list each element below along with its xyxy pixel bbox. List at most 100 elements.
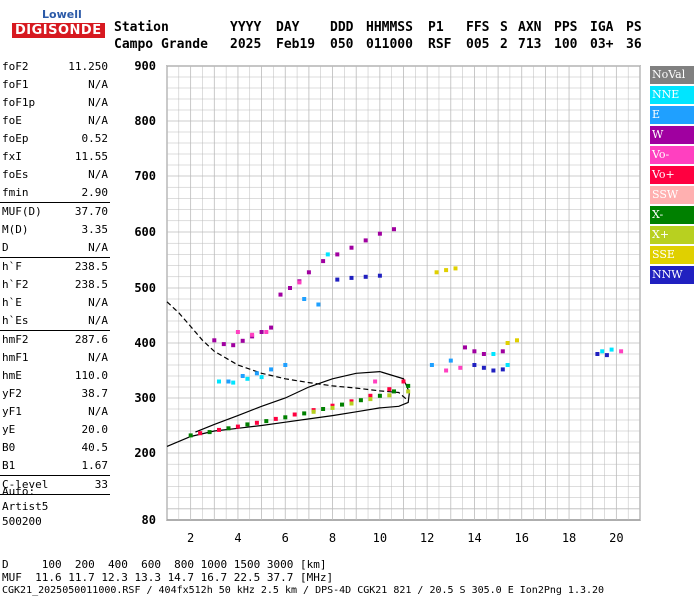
data-point bbox=[231, 380, 236, 385]
data-point bbox=[321, 407, 326, 411]
param-value: N/A bbox=[88, 114, 108, 127]
y-tick-label: 300 bbox=[134, 391, 156, 405]
data-point bbox=[463, 345, 467, 350]
data-point bbox=[434, 270, 439, 275]
data-point bbox=[198, 431, 203, 436]
param-name: hmE bbox=[2, 369, 22, 382]
param-name: h`E bbox=[2, 296, 22, 309]
data-point bbox=[377, 273, 382, 278]
legend-item: E bbox=[650, 106, 694, 124]
data-point bbox=[311, 409, 316, 414]
param-name: D bbox=[2, 241, 9, 254]
param-row: D N/A bbox=[0, 239, 110, 257]
x-tick-label: 10 bbox=[373, 531, 387, 545]
data-point bbox=[373, 379, 378, 384]
y-tick-label: 700 bbox=[134, 169, 156, 183]
header-value-1: 2025 bbox=[230, 37, 262, 52]
data-point bbox=[349, 275, 354, 280]
param-value: N/A bbox=[88, 351, 108, 364]
param-row: h`E N/A bbox=[0, 294, 110, 312]
param-name: fmin bbox=[2, 186, 29, 199]
data-point bbox=[321, 259, 326, 264]
data-point bbox=[406, 383, 411, 388]
y-tick-label: 400 bbox=[134, 336, 156, 350]
data-point bbox=[283, 415, 288, 420]
header-value-10: 03+ bbox=[590, 37, 614, 52]
param-name: C-level bbox=[2, 478, 49, 491]
param-value: N/A bbox=[88, 405, 108, 418]
chart-legend: NoVal NNE E W Vo- Vo+ SSW X- X+ SSE NNW bbox=[650, 66, 694, 286]
data-point bbox=[392, 227, 396, 232]
data-point bbox=[212, 338, 217, 343]
data-point bbox=[330, 403, 335, 408]
data-point bbox=[505, 363, 510, 367]
data-point bbox=[349, 399, 354, 404]
data-point bbox=[387, 393, 392, 398]
data-point bbox=[217, 379, 221, 384]
param-name: foF1p bbox=[2, 96, 36, 109]
data-point bbox=[505, 341, 510, 345]
param-value: 3.35 bbox=[81, 223, 109, 236]
auto-line: Auto: bbox=[2, 485, 36, 498]
data-point bbox=[481, 352, 486, 356]
data-point bbox=[335, 277, 340, 282]
legend-item: NNE bbox=[650, 86, 694, 104]
legend-item: Vo- bbox=[650, 146, 694, 164]
param-value: N/A bbox=[88, 78, 108, 91]
param-value: 33 bbox=[94, 478, 108, 491]
param-row: h`Es N/A bbox=[0, 312, 110, 330]
param-row: foEs N/A bbox=[0, 166, 110, 184]
param-name: fxI bbox=[2, 150, 22, 163]
legend-item: NoVal bbox=[650, 66, 694, 84]
data-point bbox=[500, 349, 505, 354]
data-point bbox=[377, 231, 382, 236]
param-name: B1 bbox=[2, 459, 16, 472]
param-name: M(D) bbox=[2, 223, 29, 236]
x-tick-label: 18 bbox=[562, 531, 576, 545]
header-value-7: 2 bbox=[500, 37, 508, 52]
param-name: foF1 bbox=[2, 78, 29, 91]
x-tick-label: 2 bbox=[187, 531, 194, 545]
y-tick-label: 80 bbox=[142, 513, 156, 527]
data-point bbox=[245, 422, 250, 427]
param-separator bbox=[0, 475, 110, 476]
param-name: yE bbox=[2, 423, 16, 436]
data-point bbox=[444, 368, 449, 373]
header-label-1: YYYY bbox=[230, 20, 262, 35]
x-tick-label: 16 bbox=[515, 531, 529, 545]
header-label-6: FFS bbox=[466, 20, 490, 35]
profile-curve-solid bbox=[166, 370, 411, 447]
data-point bbox=[358, 398, 363, 403]
data-point bbox=[226, 426, 231, 431]
param-name: yF2 bbox=[2, 387, 22, 400]
param-row: M(D) 3.35 bbox=[0, 221, 110, 239]
data-point bbox=[283, 363, 288, 367]
header-label-3: DDD bbox=[330, 20, 354, 35]
footer-info-row: CGK21_2025050011000.RSF / 404fx512h 50 k… bbox=[2, 585, 605, 596]
data-point bbox=[231, 343, 236, 348]
data-point bbox=[349, 245, 354, 250]
param-row: yF2 38.7 bbox=[0, 385, 110, 403]
header-value-2: Feb19 bbox=[276, 37, 316, 52]
param-row: hmF2 287.6 bbox=[0, 331, 110, 349]
x-tick-label: 8 bbox=[329, 531, 336, 545]
legend-item: SSE bbox=[650, 246, 694, 264]
header-value-5: RSF bbox=[428, 37, 452, 52]
param-name: B0 bbox=[2, 441, 16, 454]
data-point bbox=[288, 286, 292, 290]
param-value: 11.250 bbox=[68, 60, 108, 73]
data-point bbox=[458, 365, 463, 370]
data-point bbox=[264, 330, 269, 334]
data-point bbox=[259, 375, 264, 380]
logo-lowell-text: Lowell bbox=[42, 8, 82, 21]
param-row: foF1 N/A bbox=[0, 76, 110, 94]
param-value: 20.0 bbox=[81, 423, 109, 436]
header-label-10: IGA bbox=[590, 20, 614, 35]
data-point bbox=[269, 325, 274, 330]
data-point bbox=[429, 363, 434, 367]
param-value: 238.5 bbox=[74, 278, 108, 291]
param-value: N/A bbox=[88, 296, 108, 309]
param-value: 238.5 bbox=[74, 260, 108, 273]
data-point bbox=[273, 416, 278, 421]
data-point bbox=[368, 393, 373, 398]
